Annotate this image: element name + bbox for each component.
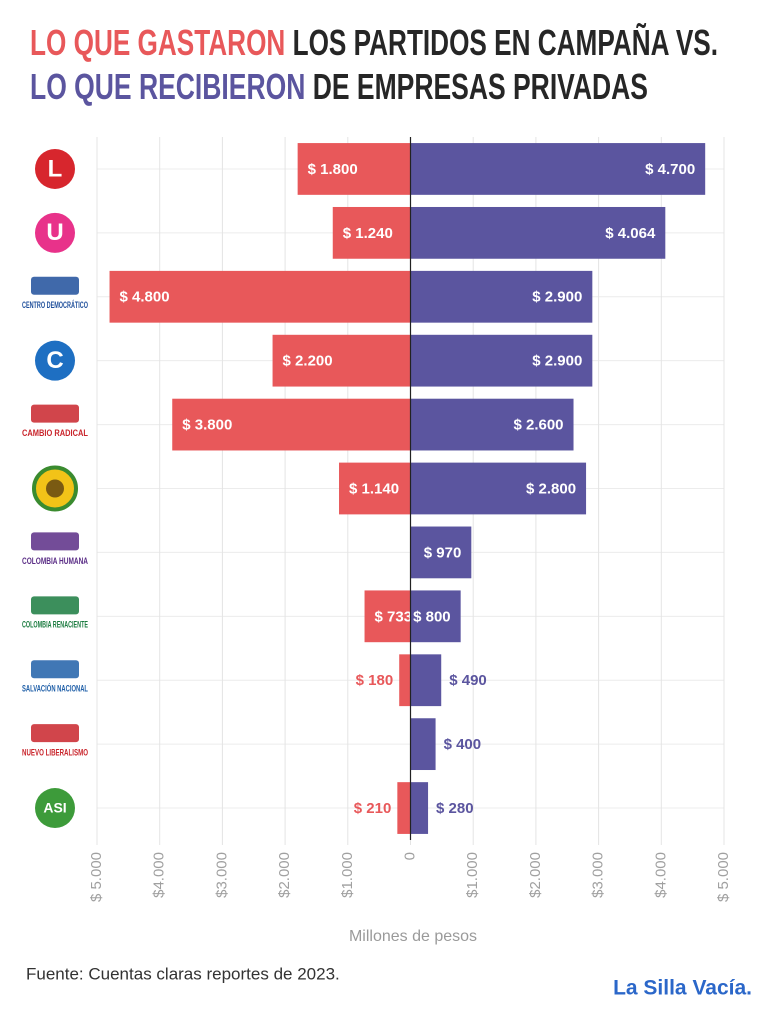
logo-shape xyxy=(31,724,79,743)
logo-shape xyxy=(35,148,75,189)
bar xyxy=(172,398,411,451)
bar xyxy=(410,206,666,259)
bar xyxy=(410,462,587,515)
x-tick-label: $1.000 xyxy=(339,852,356,898)
x-tick-label: $4.000 xyxy=(652,852,669,898)
value-label: $ 4.064 xyxy=(605,225,656,242)
bar xyxy=(410,334,593,387)
value-label: $ 800 xyxy=(413,608,451,625)
bar xyxy=(410,270,593,323)
value-label: $ 490 xyxy=(449,672,487,689)
bar xyxy=(410,654,442,707)
value-label: $ 2.800 xyxy=(526,480,576,497)
bar xyxy=(397,782,411,834)
x-tick-label: 0 xyxy=(401,852,418,860)
bar xyxy=(410,718,436,771)
category-label: CENTRO DEMOCRÁTICO xyxy=(22,300,88,310)
value-label: $ 280 xyxy=(436,800,474,817)
title-line: LOS PARTIDOS EN CAMPAÑA VS. xyxy=(293,21,718,63)
value-label: $ 733 xyxy=(375,608,413,625)
value-label: $ 970 xyxy=(424,544,462,561)
category-label: NUEVO LIBERALISMO xyxy=(22,748,88,758)
plot: $ 5.000 $4.000 $3.000 $2.000 $1.000 0 $1.000 $2… xyxy=(22,137,732,902)
bar xyxy=(339,462,411,515)
x-tick-label: $2.000 xyxy=(276,852,293,898)
value-label: $ 3.800 xyxy=(182,417,232,434)
bar xyxy=(410,782,429,834)
title-highlight: LO QUE RECIBIERON xyxy=(30,66,305,107)
value-label: $ 1.240 xyxy=(343,225,393,242)
x-tick-label: $4.000 xyxy=(151,852,168,898)
category-label: U xyxy=(46,219,63,246)
logo-shape xyxy=(35,340,75,381)
value-label: $ 2.900 xyxy=(532,289,582,306)
title-highlight: LO QUE GASTARON xyxy=(30,22,285,63)
bar xyxy=(410,526,472,579)
value-label: $ 1.140 xyxy=(349,480,399,497)
value-label: $ 4.800 xyxy=(120,289,170,306)
bar xyxy=(410,398,574,451)
category-label: C xyxy=(46,347,63,374)
logo-shape xyxy=(46,479,64,498)
category-label: COLOMBIA HUMANA xyxy=(22,556,88,566)
category-label: CAMBIO RADICAL xyxy=(22,428,88,438)
value-label: $ 400 xyxy=(444,736,482,753)
logo-shape xyxy=(35,788,75,829)
logo-shape xyxy=(31,404,79,423)
bar xyxy=(410,590,461,643)
category-label: ASI xyxy=(43,800,66,816)
value-label: $ 4.700 xyxy=(645,161,695,178)
brand: La Silla Vacía. xyxy=(613,977,752,1000)
logo-shape xyxy=(31,596,79,615)
logo-shape xyxy=(31,532,79,551)
bar xyxy=(332,206,411,259)
category-label: SALVACIÓN NACIONAL xyxy=(22,683,88,694)
x-tick-label: $ 5.000 xyxy=(715,852,732,902)
x-tick-label: $ 5.000 xyxy=(88,852,105,902)
x-axis-label: Millones de pesos xyxy=(349,928,477,945)
x-tick-label: $3.000 xyxy=(590,852,607,898)
chart-title: LO QUE RECIBIERON DE EMPRESAS PRIVADAS xyxy=(30,66,648,107)
chart-title: LO QUE GASTARON LOS PARTIDOS EN CAMPAÑA … xyxy=(30,21,718,63)
bar xyxy=(297,143,411,195)
title-line: DE EMPRESAS PRIVADAS xyxy=(313,66,648,107)
x-tick-label: $2.000 xyxy=(527,852,544,898)
logo-shape xyxy=(31,276,79,295)
category-label: COLOMBIA RENACIENTE xyxy=(22,620,88,630)
x-tick-label: $1.000 xyxy=(464,852,481,898)
value-label: $ 2.200 xyxy=(283,353,333,370)
value-label: $ 180 xyxy=(356,672,394,689)
bar xyxy=(410,143,706,195)
value-label: $ 2.900 xyxy=(532,353,582,370)
source: Fuente: Cuentas claras reportes de 2023. xyxy=(26,964,340,983)
value-label: $ 2.600 xyxy=(513,417,563,434)
logo-shape xyxy=(31,660,79,679)
bar xyxy=(109,270,411,323)
bar xyxy=(364,590,411,643)
category-label: L xyxy=(48,155,63,182)
bar xyxy=(399,654,411,707)
value-label: $ 1.800 xyxy=(308,161,358,178)
logo-shape xyxy=(35,212,75,253)
value-label: $ 210 xyxy=(354,800,392,817)
bar xyxy=(272,334,411,387)
x-tick-label: $3.000 xyxy=(213,852,230,898)
